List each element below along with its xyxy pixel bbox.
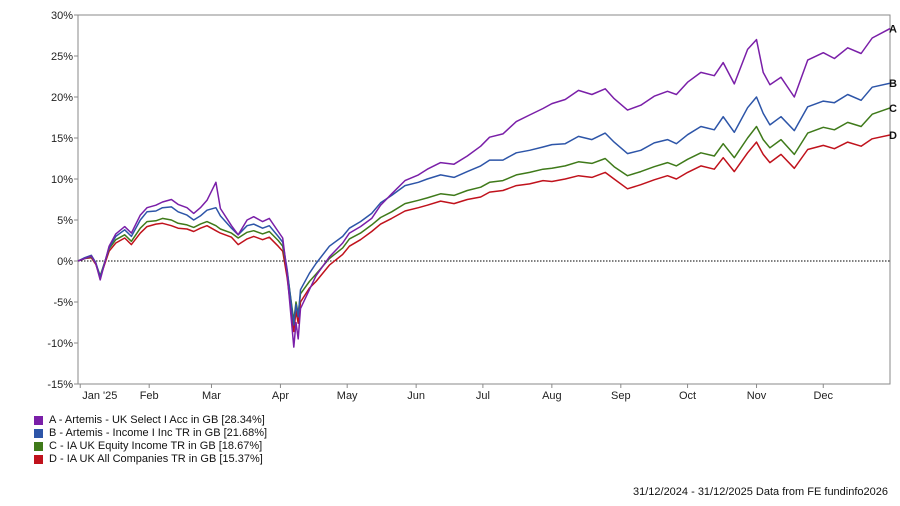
legend-item-d: D - IA UK All Companies TR in GB [15.37%… <box>34 453 267 466</box>
y-tick-label: 25% <box>51 51 73 63</box>
y-tick-label: 20% <box>51 92 73 104</box>
y-tick-label: -10% <box>47 338 73 350</box>
legend-swatch <box>34 429 43 438</box>
series-line-d <box>77 134 891 333</box>
plot-area <box>77 14 891 385</box>
y-tick-label: -15% <box>47 379 73 391</box>
x-tick-label: Dec <box>813 390 833 402</box>
legend-swatch <box>34 416 43 425</box>
legend-swatch <box>34 442 43 451</box>
series-line-a <box>77 27 891 348</box>
end-labels: A B C D <box>889 24 897 142</box>
x-tick-label: Oct <box>679 390 696 402</box>
end-label-a: A <box>889 24 897 36</box>
x-tick-label: Sep <box>611 390 631 402</box>
y-tick-label: 10% <box>51 174 73 186</box>
x-tick-label: Apr <box>272 390 289 402</box>
legend-item-c: C - IA UK Equity Income TR in GB [18.67%… <box>34 440 267 453</box>
legend-swatch <box>34 455 43 464</box>
y-tick-label: 5% <box>57 215 73 227</box>
x-tick-label: May <box>337 390 358 402</box>
x-tick-label: Mar <box>202 390 221 402</box>
legend-label: C - IA UK Equity Income TR in GB [18.67%… <box>49 440 263 452</box>
end-label-b: B <box>889 78 897 90</box>
plot-frame <box>77 14 891 385</box>
x-tick-label: Jul <box>476 390 490 402</box>
x-tick-label: Nov <box>747 390 767 402</box>
y-tick-label: 15% <box>51 133 73 145</box>
x-tick-label: Feb <box>140 390 159 402</box>
y-tick-label: -5% <box>53 297 73 309</box>
x-tick-label: Aug <box>542 390 562 402</box>
x-tick-label: Jan '25 <box>82 390 117 402</box>
y-axis: 30% 25% 20% 15% 10% 5% 0% -5% -10% -15% <box>47 10 78 391</box>
x-axis: Jan '25 Feb Mar Apr May Jun Jul Aug Sep Oct Nov Dec <box>79 384 834 402</box>
legend-item-b: B - Artemis - Income I Inc TR in GB [21.… <box>34 427 267 440</box>
end-label-d: D <box>889 130 897 142</box>
legend-label: A - Artemis - UK Select I Acc in GB [28.… <box>49 414 265 426</box>
x-tick-label: Jun <box>407 390 425 402</box>
data-source-footer: 31/12/2024 - 31/12/2025 Data from FE fun… <box>632 486 888 498</box>
y-tick-label: 0% <box>57 256 73 268</box>
legend-item-a: A - Artemis - UK Select I Acc in GB [28.… <box>34 414 267 427</box>
chart-legend: A - Artemis - UK Select I Acc in GB [28.… <box>34 414 267 466</box>
legend-label: B - Artemis - Income I Inc TR in GB [21.… <box>49 427 268 439</box>
legend-label: D - IA UK All Companies TR in GB [15.37%… <box>49 453 263 465</box>
end-label-c: C <box>889 103 897 115</box>
series-line-c <box>77 107 891 322</box>
y-tick-label: 30% <box>51 10 73 22</box>
series-layer <box>77 27 891 348</box>
